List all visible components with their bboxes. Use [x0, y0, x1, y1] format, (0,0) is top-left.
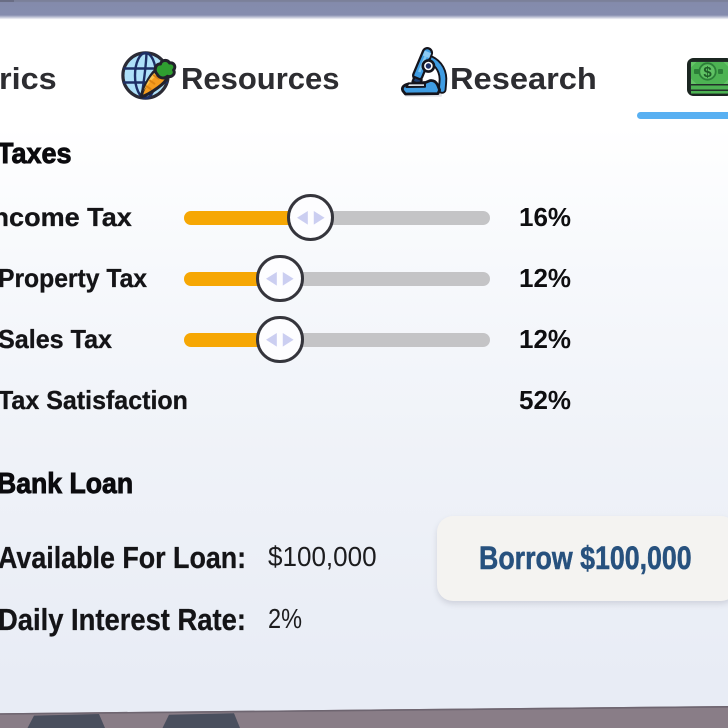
svg-text:$: $: [703, 64, 712, 81]
